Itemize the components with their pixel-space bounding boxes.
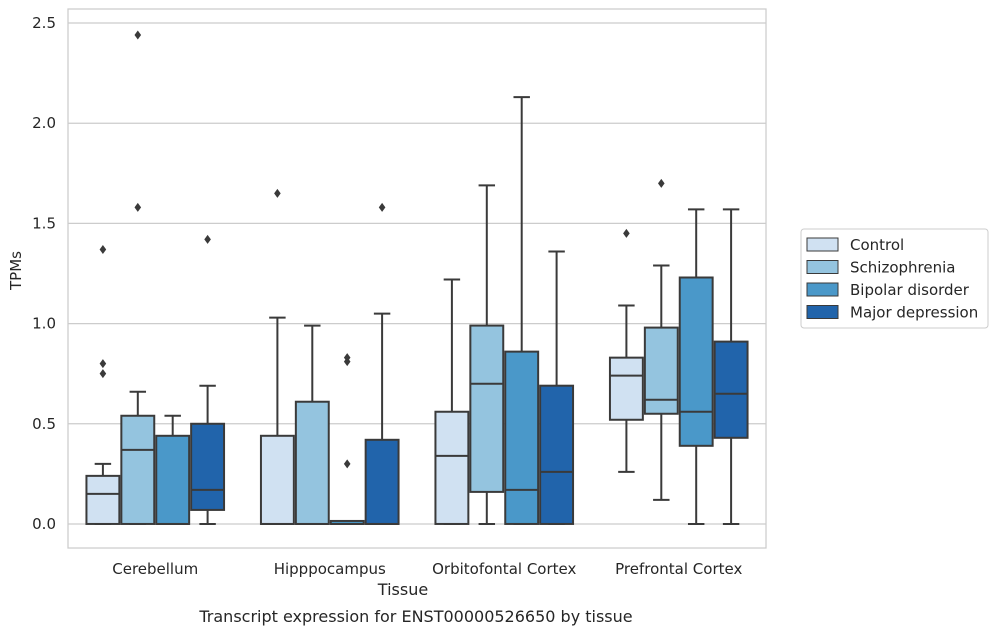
box-3-1 — [643, 178, 679, 501]
legend-label: Control — [850, 236, 904, 254]
outlier-point — [658, 178, 665, 188]
legend-label: Major depression — [850, 304, 978, 322]
x-tick-labels: Cerebellum Hipppocampus Orbitofontal Corte… — [112, 560, 742, 578]
outlier-point — [274, 188, 281, 198]
plot-frame — [67, 8, 767, 549]
legend-item[interactable]: Schizophrenia — [806, 259, 955, 277]
box-2-3 — [539, 250, 575, 525]
grid-lines — [68, 22, 766, 525]
y-tick-label: 2.0 — [32, 114, 56, 132]
box-iqr — [190, 422, 226, 511]
y-tick-labels: 0.0 0.5 1.0 1.5 2.0 2.5 — [32, 14, 56, 533]
y-tick-label: 2.5 — [32, 14, 56, 32]
legend-item[interactable]: Bipolar disorder — [806, 281, 970, 299]
box-2-1 — [469, 184, 505, 525]
box-3-0 — [608, 228, 644, 473]
box-1-0 — [259, 188, 295, 525]
box-iqr — [120, 414, 156, 525]
legend-item[interactable]: Control — [806, 236, 904, 254]
x-axis-label: Tissue — [377, 580, 428, 599]
box-iqr — [469, 324, 505, 493]
legend-swatch — [806, 282, 839, 297]
box-1-3 — [364, 202, 400, 525]
box-iqr — [155, 434, 191, 525]
box-iqr — [504, 350, 540, 525]
legend-swatch — [806, 260, 839, 274]
box-iqr — [539, 384, 575, 525]
box-2-2 — [504, 96, 540, 525]
box-1-2 — [329, 353, 365, 525]
outlier-point — [99, 369, 107, 379]
legend-label: Schizophrenia — [850, 259, 955, 277]
box-iqr — [678, 276, 714, 447]
box-3-3 — [713, 208, 749, 525]
box-iqr — [259, 434, 295, 525]
box-groups — [85, 30, 749, 525]
y-tick-label: 1.0 — [32, 315, 56, 333]
box-iqr — [713, 340, 749, 439]
box-iqr — [643, 326, 679, 415]
outlier-point — [204, 234, 211, 244]
x-tick-label: Hipppocampus — [274, 560, 386, 578]
box-iqr — [434, 410, 470, 525]
y-tick-label: 0.5 — [32, 415, 56, 433]
legend-item[interactable]: Major depression — [806, 304, 978, 322]
y-tick-label: 1.5 — [32, 214, 56, 232]
y-axis-label: TPMs — [7, 251, 25, 291]
outlier-point — [134, 30, 142, 40]
outlier-point — [623, 228, 630, 238]
box-0-2 — [155, 414, 191, 525]
legend-label: Bipolar disorder — [850, 281, 970, 299]
box-iqr — [608, 356, 644, 421]
x-tick-label: Prefrontal Cortex — [615, 560, 742, 578]
outlier-point — [343, 459, 351, 469]
legend-swatch — [806, 237, 839, 252]
box-0-0 — [85, 244, 121, 525]
box-iqr — [294, 400, 330, 525]
box-2-0 — [434, 278, 470, 525]
box-iqr — [364, 438, 400, 525]
box-iqr — [85, 474, 121, 525]
box-0-1 — [120, 30, 156, 525]
y-tick-label: 0.0 — [32, 515, 56, 533]
legend-swatch — [806, 305, 839, 319]
outlier-point — [99, 359, 107, 369]
legend[interactable]: Control Schizophrenia Bipolar disorder Majo… — [800, 228, 989, 329]
outlier-point — [343, 353, 351, 363]
x-tick-label: Orbitofontal Cortex — [432, 560, 576, 578]
box-0-3 — [190, 234, 226, 525]
box-1-1 — [294, 324, 330, 525]
box-3-2 — [678, 208, 714, 525]
outlier-point — [99, 244, 107, 254]
x-tick-label: Cerebellum — [112, 560, 198, 578]
legend-frame — [800, 228, 989, 329]
outlier-point — [134, 202, 142, 212]
chart-caption: Transcript expression for ENST0000052665… — [198, 607, 632, 626]
outlier-point — [378, 202, 386, 212]
